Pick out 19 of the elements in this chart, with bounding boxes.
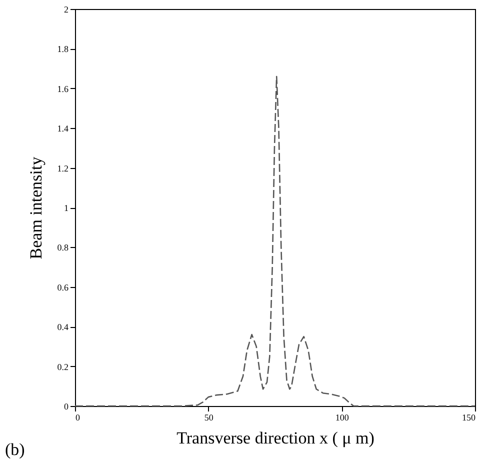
- y-tick-label: 2: [64, 4, 68, 14]
- y-tick-label: 1.6: [57, 84, 69, 94]
- y-axis-title: Beam intensity: [26, 156, 46, 260]
- y-tick-label: 1.8: [57, 44, 69, 54]
- y-tick-label: 0.2: [57, 362, 68, 372]
- x-tick-label: 150: [462, 412, 476, 422]
- line-series: [74, 76, 476, 407]
- y-tick-label: 0: [64, 402, 69, 412]
- y-tick-label: 0.4: [57, 322, 69, 332]
- x-tick-label: 50: [204, 412, 214, 422]
- x-tick-label: 100: [335, 412, 350, 422]
- x-tick-label: 0: [76, 412, 80, 422]
- y-tick-label: 1: [64, 203, 68, 213]
- y-tick-label: 1.2: [57, 163, 68, 174]
- y-tick-label: 0.8: [57, 242, 69, 253]
- y-tick-label: 1.4: [57, 124, 69, 134]
- text: (b): [5, 440, 25, 459]
- x-axis-title: Transverse direction x ( μ m): [176, 428, 374, 448]
- y-tick-label: 0.6: [57, 282, 69, 292]
